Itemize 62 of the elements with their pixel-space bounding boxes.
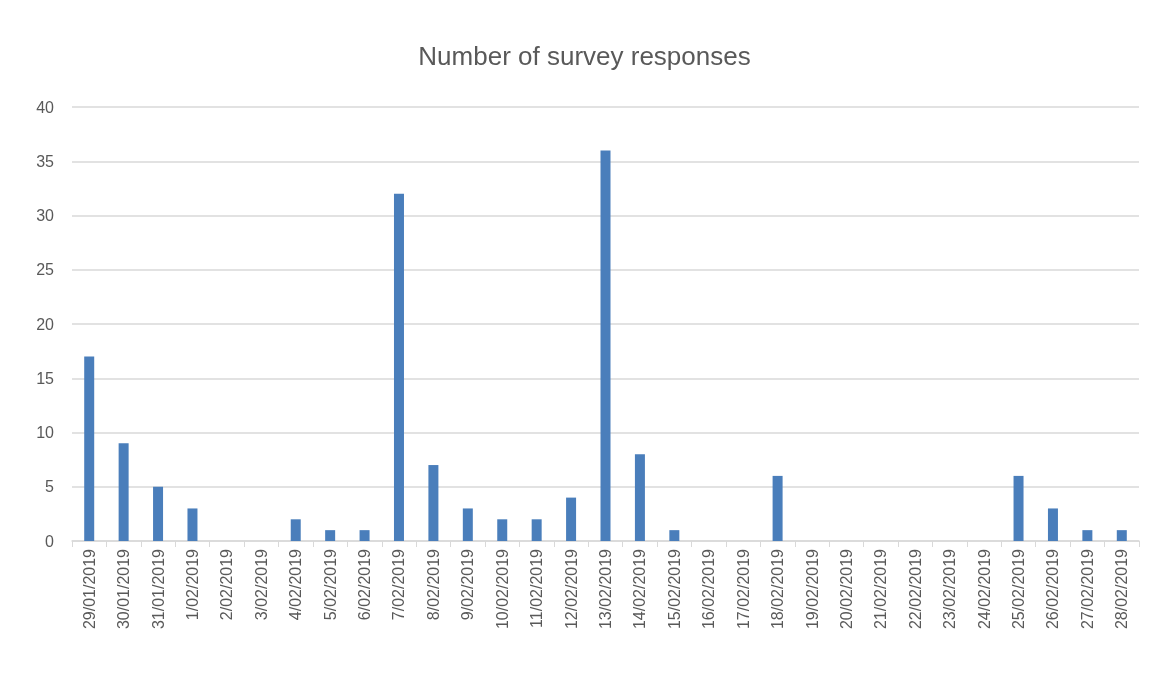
y-tick-label: 5 xyxy=(45,478,55,496)
bar xyxy=(428,465,439,541)
x-tick-label: 5/02/2019 xyxy=(321,548,339,621)
x-tick-label: 24/02/2019 xyxy=(975,548,993,630)
x-tick-label: 14/02/2019 xyxy=(631,548,649,630)
y-tick-label: 40 xyxy=(36,98,55,116)
x-tick-label: 13/02/2019 xyxy=(597,548,614,630)
x-tick-label: 9/02/2019 xyxy=(459,548,477,621)
y-tick-label: 25 xyxy=(36,261,55,279)
x-tick-label: 29/01/2019 xyxy=(80,548,98,630)
bar xyxy=(153,486,164,541)
x-tick-label: 31/01/2019 xyxy=(149,548,167,630)
x-tick-label: 23/02/2019 xyxy=(941,548,959,630)
bar xyxy=(84,356,95,541)
bar xyxy=(325,530,336,541)
bar xyxy=(187,508,198,541)
x-tick-label: 11/02/2019 xyxy=(528,548,546,628)
x-tick-label: 20/02/2019 xyxy=(837,548,855,630)
x-tick-label: 7/02/2019 xyxy=(390,548,408,621)
bar xyxy=(634,454,645,541)
x-tick-label: 21/02/2019 xyxy=(872,548,890,630)
chart-title: Number of survey responses xyxy=(418,41,751,71)
x-tick-label: 25/02/2019 xyxy=(1010,548,1028,630)
x-tick-label: 6/02/2019 xyxy=(356,548,374,621)
x-tick-label: 3/02/2019 xyxy=(252,548,270,621)
bar xyxy=(1013,475,1024,541)
x-tick-label: 22/02/2019 xyxy=(906,548,924,630)
x-tick-label: 18/02/2019 xyxy=(769,548,787,630)
bar xyxy=(462,508,473,541)
bar xyxy=(393,193,404,541)
x-tick-label: 4/02/2019 xyxy=(287,548,305,621)
bar xyxy=(290,519,301,541)
x-tick-label: 30/01/2019 xyxy=(115,548,133,630)
x-tick-label: 19/02/2019 xyxy=(803,548,821,630)
bar xyxy=(497,519,508,541)
y-tick-label: 0 xyxy=(45,532,55,550)
x-tick-label: 17/02/2019 xyxy=(734,548,752,630)
bar xyxy=(531,519,542,541)
bar xyxy=(359,530,370,541)
bar xyxy=(1047,508,1058,541)
bar xyxy=(669,530,680,541)
x-tick-label: 28/02/2019 xyxy=(1113,548,1131,630)
x-tick-label: 27/02/2019 xyxy=(1078,548,1096,630)
bar xyxy=(772,475,783,541)
y-tick-label: 10 xyxy=(36,424,55,441)
x-tick-label: 8/02/2019 xyxy=(424,548,442,621)
bar xyxy=(1082,530,1093,541)
x-tick-label: 26/02/2019 xyxy=(1044,548,1062,630)
x-tick-label: 1/02/2019 xyxy=(183,548,201,621)
bar xyxy=(1116,530,1127,541)
x-tick-label: 10/02/2019 xyxy=(493,548,511,630)
x-tick-label: 16/02/2019 xyxy=(700,548,718,630)
bar xyxy=(600,150,611,541)
y-tick-label: 30 xyxy=(36,207,55,224)
bar xyxy=(118,443,129,541)
y-tick-label: 35 xyxy=(36,152,55,170)
x-tick-label: 2/02/2019 xyxy=(218,548,236,621)
y-tick-label: 15 xyxy=(36,369,55,387)
bar xyxy=(566,497,577,541)
x-tick-label: 15/02/2019 xyxy=(665,548,683,630)
y-tick-label: 20 xyxy=(36,315,55,333)
x-tick-label: 12/02/2019 xyxy=(562,548,580,630)
